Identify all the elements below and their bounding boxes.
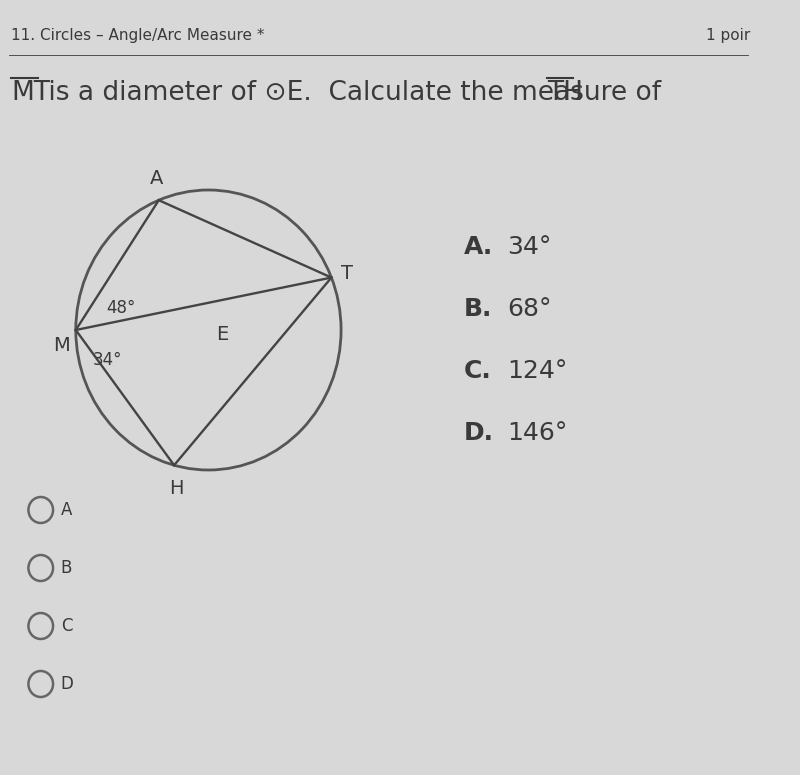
Text: A.: A. — [464, 235, 494, 259]
Text: T: T — [341, 264, 353, 283]
Text: B: B — [61, 559, 72, 577]
Text: E: E — [216, 325, 228, 343]
Text: B.: B. — [464, 297, 493, 321]
Text: is a diameter of ⊙E.  Calculate the measure of: is a diameter of ⊙E. Calculate the measu… — [40, 80, 670, 106]
Text: C: C — [61, 617, 72, 635]
Text: H: H — [169, 479, 183, 498]
Text: 146°: 146° — [507, 421, 567, 445]
Text: D.: D. — [464, 421, 494, 445]
Text: 48°: 48° — [106, 299, 135, 317]
Text: M: M — [54, 336, 70, 355]
Text: 34°: 34° — [507, 235, 551, 259]
Text: 34°: 34° — [93, 351, 122, 369]
Text: 68°: 68° — [507, 297, 551, 321]
Text: A: A — [61, 501, 72, 519]
Text: MT: MT — [11, 80, 50, 106]
Text: 11. Circles – Angle/Arc Measure *: 11. Circles – Angle/Arc Measure * — [11, 28, 265, 43]
Text: A: A — [150, 169, 163, 188]
Text: 1 poir: 1 poir — [706, 28, 750, 43]
Text: C.: C. — [464, 359, 492, 383]
Text: TH: TH — [546, 80, 582, 106]
Text: D: D — [61, 675, 74, 693]
Text: 124°: 124° — [507, 359, 567, 383]
Text: .: . — [573, 80, 582, 106]
